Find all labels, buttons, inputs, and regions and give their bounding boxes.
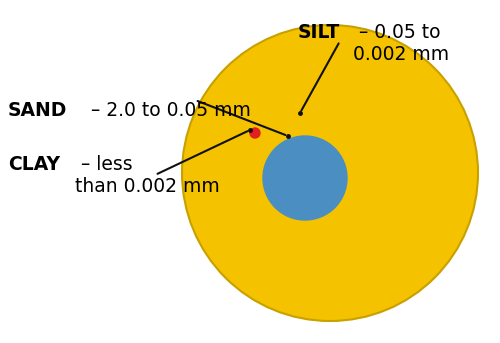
Text: SAND: SAND [8,101,68,120]
Circle shape [250,128,260,138]
Text: SILT: SILT [298,23,340,42]
Text: – 2.0 to 0.05 mm: – 2.0 to 0.05 mm [84,101,250,120]
Text: CLAY: CLAY [8,155,60,174]
Ellipse shape [182,25,478,321]
Ellipse shape [263,136,347,220]
Text: – 0.05 to
0.002 mm: – 0.05 to 0.002 mm [352,23,448,64]
Text: – less
than 0.002 mm: – less than 0.002 mm [75,155,220,196]
